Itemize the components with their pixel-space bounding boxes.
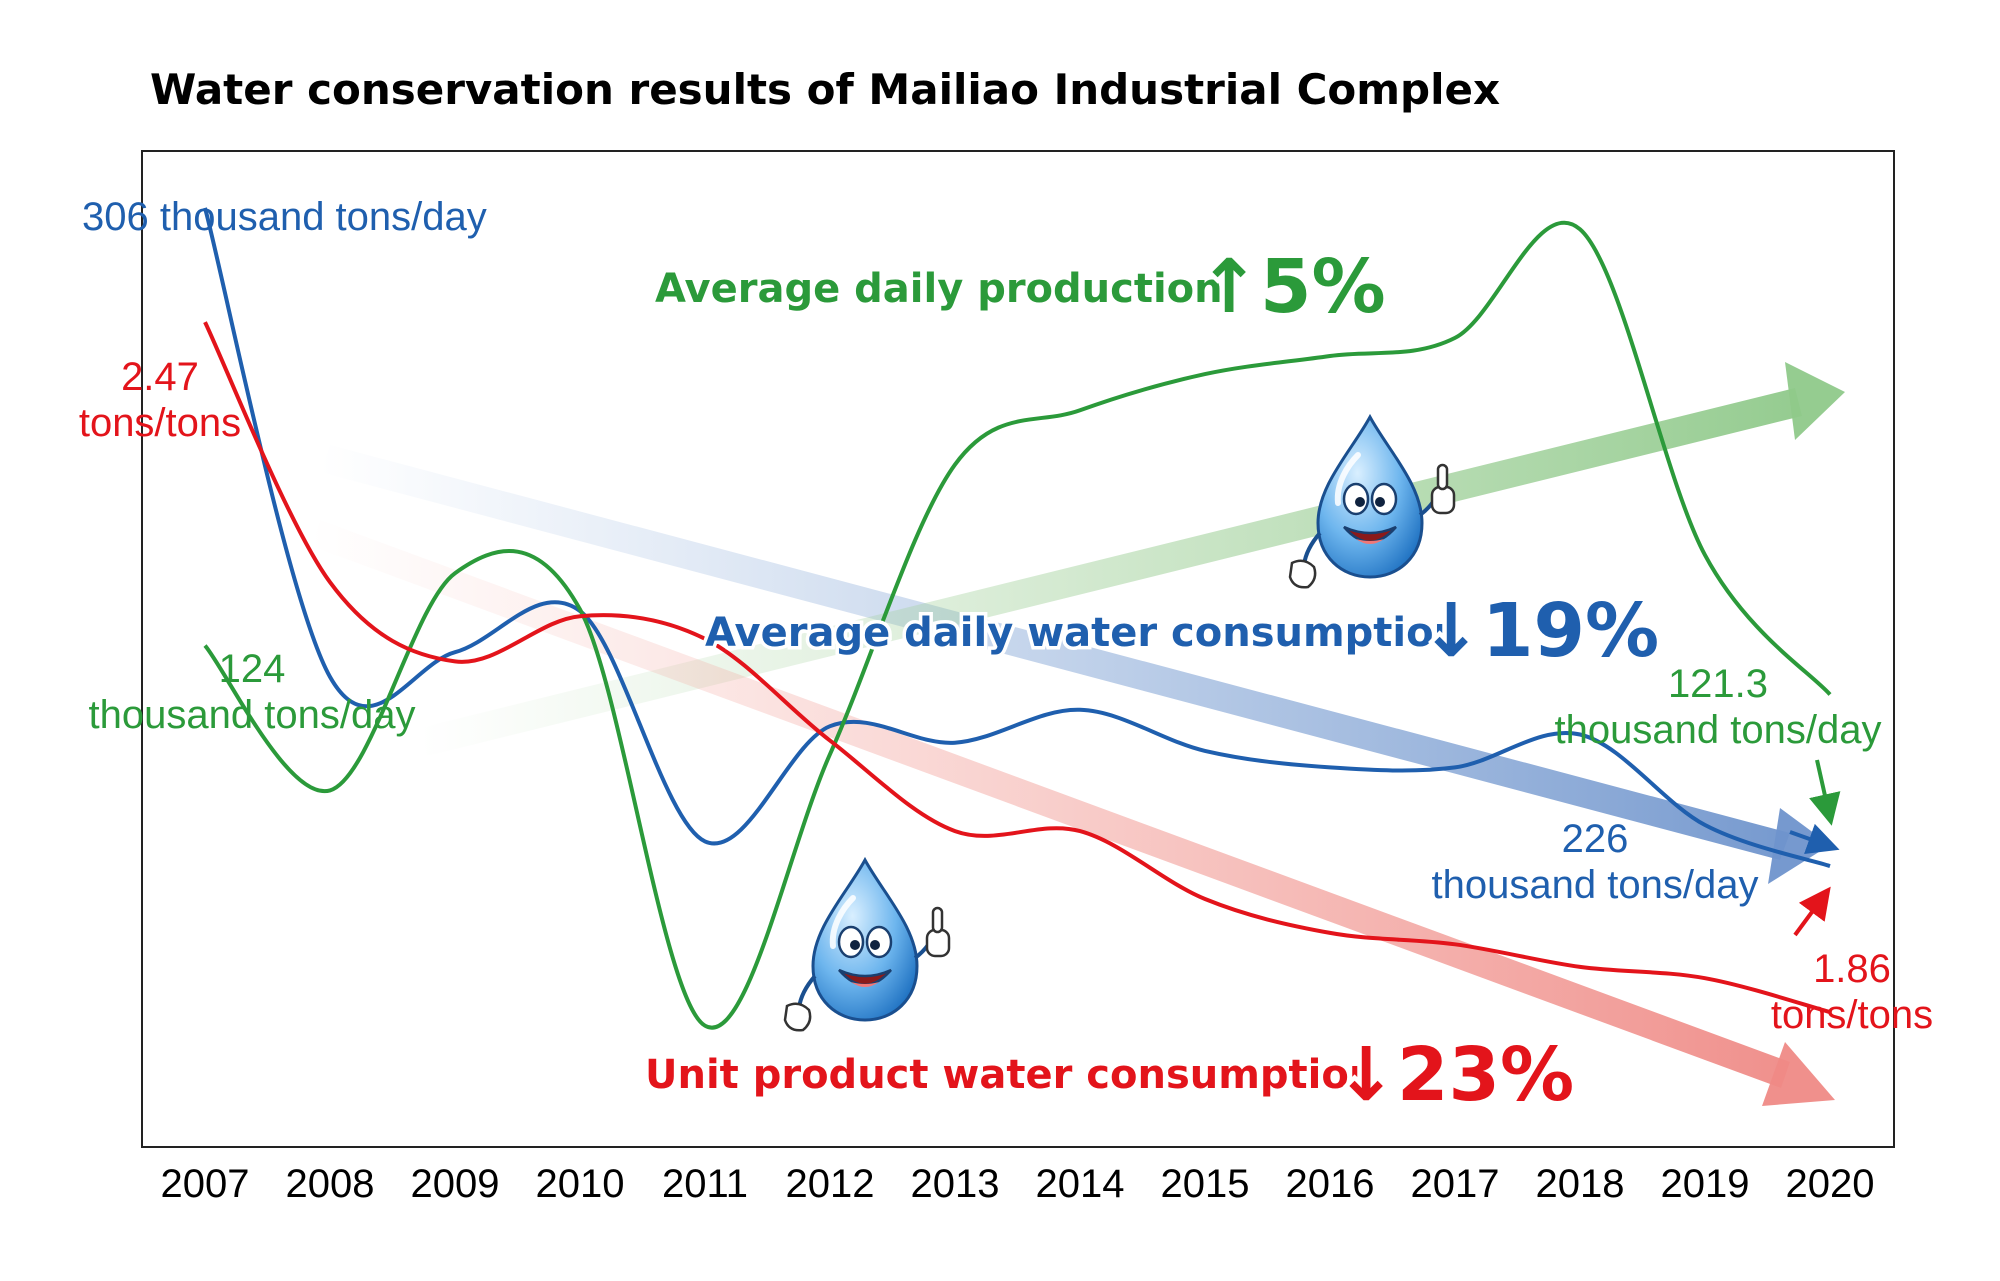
unit-trend-change: ↓23% xyxy=(1335,1032,1574,1118)
unit-end-label-value: 1.86 xyxy=(1813,947,1891,991)
end-arrow-production xyxy=(1809,759,1841,826)
production-trend-label: Average daily production xyxy=(655,266,1223,312)
water-start-label: 306 thousand tons/day xyxy=(82,195,487,239)
water-trend-annotation: Average daily water consumption ↓19% xyxy=(702,584,1664,679)
unit-trend-annotation: Unit product water consumption ↓23% xyxy=(642,1028,1579,1123)
water-drop-mascot-icon xyxy=(785,860,949,1030)
production-start-label-value: 124 xyxy=(219,647,286,691)
series-line-water xyxy=(203,207,1831,868)
unit-trend-label: Unit product water consumption xyxy=(645,1052,1377,1098)
production-end-label-unit: thousand tons/day xyxy=(1555,708,1882,752)
unit-end-label-unit: tons/tons xyxy=(1771,993,1933,1037)
x-tick-label: 2013 xyxy=(911,1162,1000,1206)
plot-frame xyxy=(141,150,1895,1148)
x-tick-label: 2012 xyxy=(786,1162,875,1206)
end-arrow-unit xyxy=(1793,886,1831,937)
x-tick-label: 2014 xyxy=(1036,1162,1125,1206)
x-tick-label: 2015 xyxy=(1161,1162,1250,1206)
production-start-label-unit: thousand tons/day xyxy=(89,693,416,737)
water-trend-change: ↓19% xyxy=(1420,588,1659,674)
trend-arrow-water xyxy=(320,445,1830,884)
end-arrow-water xyxy=(1789,823,1840,854)
x-tick-label: 2016 xyxy=(1286,1162,1375,1206)
x-tick-label: 2011 xyxy=(662,1162,748,1206)
water-end-label-unit: thousand tons/day xyxy=(1432,863,1759,907)
x-axis: 2007 2008 2009 2010 2011 2012 2013 2014 2015 2016… xyxy=(161,1162,1875,1206)
chart-title: Water conservation results of Mailiao In… xyxy=(150,65,1500,114)
series-line-production xyxy=(203,220,1832,1030)
x-tick-label: 2010 xyxy=(536,1162,625,1206)
trend-arrow-production xyxy=(420,362,1845,756)
unit-start-label-unit: tons/tons xyxy=(79,401,241,445)
x-tick-label: 2017 xyxy=(1411,1162,1500,1206)
x-tick-label: 2007 xyxy=(161,1162,250,1206)
production-trend-annotation: Average daily production ↑5% xyxy=(652,240,1391,335)
production-end-label-value: 121.3 xyxy=(1668,662,1768,706)
x-tick-label: 2019 xyxy=(1661,1162,1750,1206)
x-tick-label: 2020 xyxy=(1786,1162,1875,1206)
series-line-unit xyxy=(203,321,1831,1015)
production-trend-change: ↑5% xyxy=(1198,244,1386,330)
trend-arrow-unit xyxy=(311,520,1835,1106)
x-tick-label: 2018 xyxy=(1536,1162,1625,1206)
x-tick-label: 2008 xyxy=(286,1162,375,1206)
x-tick-label: 2009 xyxy=(411,1162,500,1206)
unit-start-label-value: 2.47 xyxy=(121,355,199,399)
water-end-label-value: 226 xyxy=(1562,817,1629,861)
water-trend-label: Average daily water consumption xyxy=(705,610,1462,656)
